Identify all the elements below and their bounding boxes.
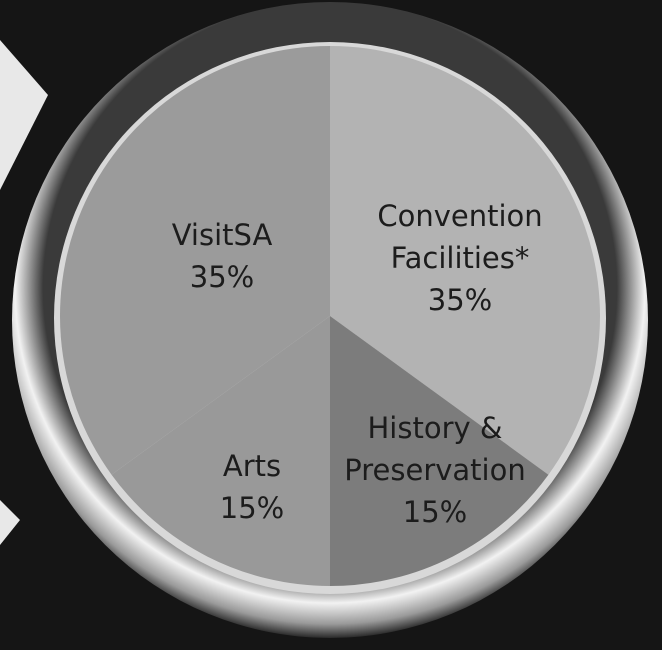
- value-label: 15%: [219, 491, 285, 525]
- pie-slice: [330, 46, 600, 475]
- category-label: History & Preservation: [344, 411, 526, 487]
- decor-shape: [0, 500, 20, 545]
- category-label: VisitSA: [171, 218, 273, 252]
- category-label: Arts: [222, 449, 282, 483]
- pie-slice: [60, 45, 331, 475]
- value-label: 35%: [189, 260, 255, 294]
- pie-slice: [330, 316, 549, 586]
- pie-slice: [111, 316, 330, 586]
- value-label: 15%: [402, 495, 468, 529]
- value-label: 35%: [427, 283, 493, 317]
- slice-label: Arts 15%: [192, 445, 312, 529]
- slice-label: History & Preservation 15%: [335, 407, 535, 533]
- category-label: Convention Facilities*: [377, 199, 543, 275]
- slice-label: VisitSA 35%: [142, 214, 302, 298]
- slice-label: Convention Facilities* 35%: [365, 195, 555, 321]
- decor-shape: [0, 40, 48, 190]
